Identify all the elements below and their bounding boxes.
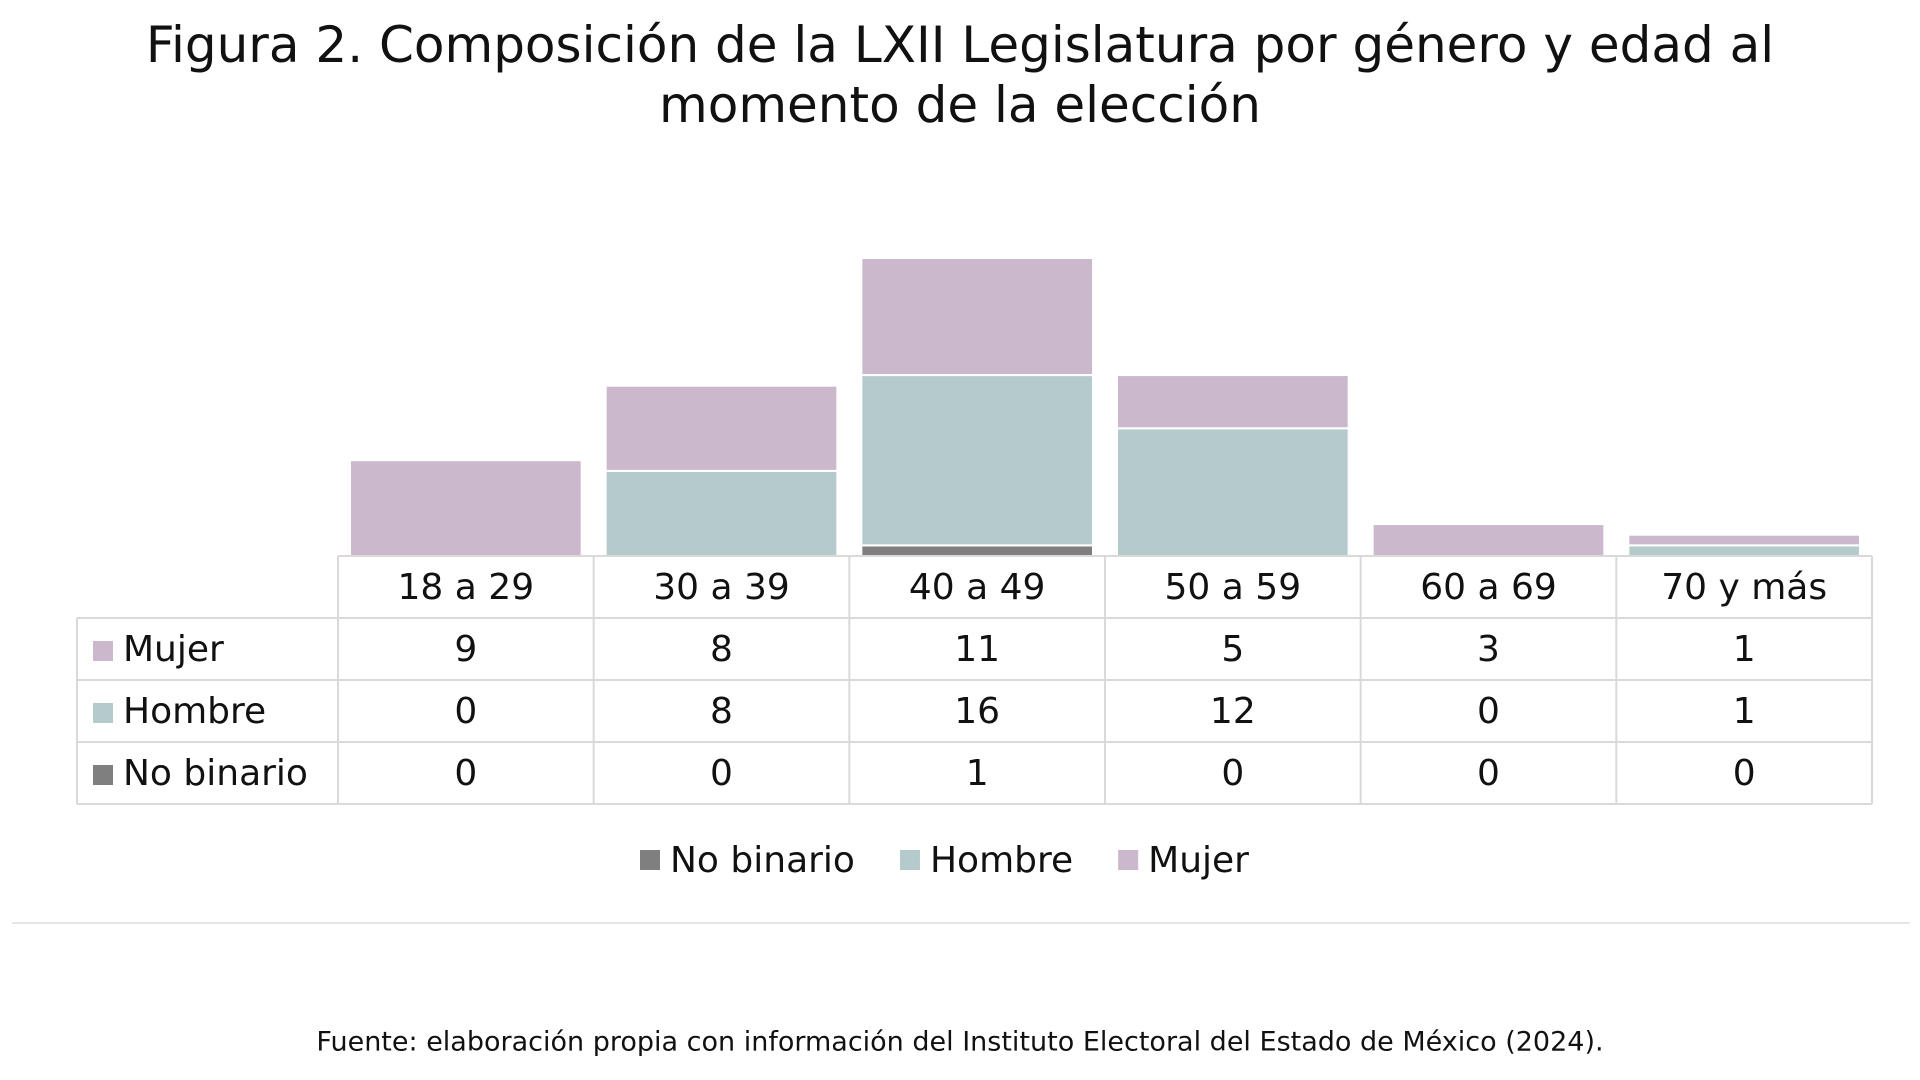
row-label: No binario (123, 753, 308, 794)
legend-key (1118, 850, 1139, 870)
x-tick-label: 18 a 29 (398, 567, 535, 608)
table-value: 0 (1477, 753, 1500, 794)
table-value: 0 (1477, 691, 1500, 732)
table-value: 1 (1733, 691, 1756, 732)
table-value: 16 (954, 691, 1000, 732)
legend-key (640, 850, 660, 870)
table-value: 8 (710, 691, 733, 732)
bar-segment (604, 384, 839, 472)
x-tick-label: 60 a 69 (1420, 567, 1557, 608)
row-key (93, 641, 113, 661)
table-value: 3 (1477, 629, 1500, 670)
x-tick-label: 70 y más (1661, 567, 1827, 608)
table-value: 5 (1221, 629, 1244, 670)
table-value: 0 (1733, 753, 1756, 794)
bar-segment (1627, 544, 1862, 557)
x-tick-label: 30 a 39 (653, 567, 790, 608)
table-value: 0 (1221, 753, 1244, 794)
bar-segment (1116, 374, 1350, 430)
bar-segment (860, 544, 1094, 557)
title-box: Figura 2. Composición de la LXII Legisla… (145, 16, 1775, 134)
table-value: 11 (954, 629, 1000, 670)
row-label: Hombre (123, 691, 266, 732)
table-value: 9 (454, 629, 477, 670)
source: Fuente: elaboración propia con informaci… (316, 1027, 1603, 1058)
legend-key (899, 850, 920, 870)
x-tick-label: 40 a 49 (909, 567, 1046, 608)
bar-segment (604, 469, 839, 558)
row-label: Mujer (123, 629, 224, 670)
bar-segment (860, 374, 1094, 547)
legend-label: Hombre (930, 840, 1073, 881)
table-value: 1 (1733, 629, 1756, 670)
chart-title: Figura 2. Composición de la LXII Legisla… (145, 16, 1775, 134)
legend-label: No binario (670, 840, 855, 881)
table-value: 1 (966, 753, 989, 794)
table-value: 0 (454, 691, 477, 732)
table-value: 0 (454, 753, 477, 794)
table-value: 8 (710, 629, 733, 670)
x-tick-label: 50 a 59 (1165, 567, 1302, 608)
row-key (93, 765, 113, 785)
bar-segment (349, 459, 583, 558)
legend-label: Mujer (1148, 840, 1249, 881)
table-value: 0 (710, 753, 733, 794)
bar-segment (860, 257, 1094, 377)
bar-segment (1371, 523, 1606, 557)
row-key (93, 703, 113, 723)
bar-segment (1116, 427, 1350, 557)
bar-segment (1627, 533, 1862, 547)
table-value: 12 (1210, 691, 1256, 732)
